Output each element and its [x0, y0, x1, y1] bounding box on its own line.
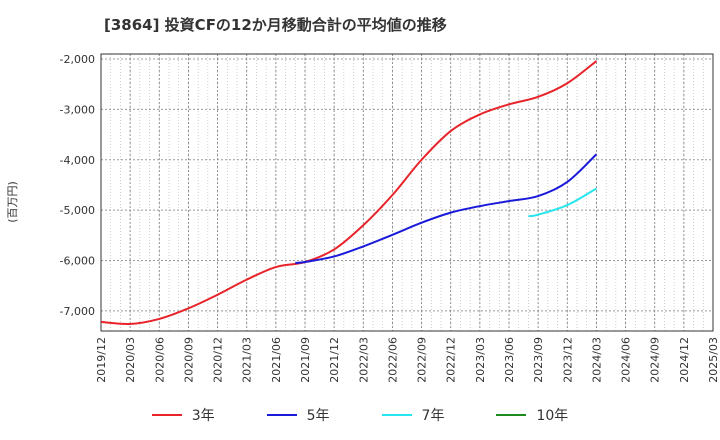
x-tick-label: 2020/09: [182, 337, 195, 383]
legend-label: 7年: [421, 408, 445, 424]
series-line-3: [528, 187, 597, 218]
legend-item: 7年: [381, 405, 445, 425]
x-tick-label: 2020/03: [124, 337, 137, 383]
x-tick-label: 2021/06: [270, 337, 283, 383]
x-tick-label: 2024/09: [649, 337, 662, 383]
y-tick-label: -3,000: [60, 103, 95, 116]
plot-area: [101, 54, 713, 331]
legend-swatch: [266, 414, 297, 416]
legend-item: 5年: [266, 405, 330, 425]
legend-label: 10年: [536, 408, 569, 424]
x-tick-label: 2023/06: [503, 337, 516, 383]
x-tick-label: 2021/09: [299, 337, 312, 383]
x-tick-label: 2024/06: [620, 337, 633, 383]
y-tick-label: -4,000: [60, 154, 95, 167]
chart-title: [3864] 投資CFの12か月移動合計の平均値の推移: [104, 16, 447, 34]
x-tick-label: 2023/12: [561, 337, 574, 383]
y-tick-label: -7,000: [60, 305, 95, 318]
x-tick-label: 2022/06: [386, 337, 399, 383]
legend-label: 3年: [191, 408, 215, 424]
legend-swatch: [496, 414, 527, 416]
x-tick-label: 2024/03: [590, 337, 603, 383]
x-tick-label: 2023/03: [474, 337, 487, 383]
x-tick-label: 2021/12: [328, 337, 341, 383]
y-tick-label: -2,000: [60, 53, 95, 66]
x-tick-label: 2020/06: [153, 337, 166, 383]
legend-label: 5年: [306, 408, 330, 424]
legend: 3年 5年 7年 10年: [0, 404, 720, 426]
x-tick-label: 2024/12: [678, 337, 691, 383]
legend-swatch: [151, 414, 182, 416]
x-tick-label: 2023/09: [532, 337, 545, 383]
x-tick-label: 2021/03: [241, 337, 254, 383]
y-tick-label: -6,000: [60, 254, 95, 267]
x-tick-label: 2022/12: [445, 337, 458, 383]
x-tick-label: 2025/03: [707, 337, 720, 383]
legend-swatch: [381, 414, 412, 416]
series-line-1: [100, 60, 598, 326]
legend-item: 10年: [496, 405, 568, 425]
y-axis-label: (百万円): [6, 181, 19, 223]
plot-frame: [100, 53, 714, 332]
x-tick-label: 2022/03: [357, 337, 370, 383]
x-tick-label: 2022/09: [416, 337, 429, 383]
y-tick-label: -5,000: [60, 204, 95, 217]
legend-item: 3年: [151, 405, 215, 425]
series-line-2: [295, 153, 598, 265]
x-tick-label: 2019/12: [95, 337, 108, 383]
x-tick-label: 2020/12: [212, 337, 225, 383]
